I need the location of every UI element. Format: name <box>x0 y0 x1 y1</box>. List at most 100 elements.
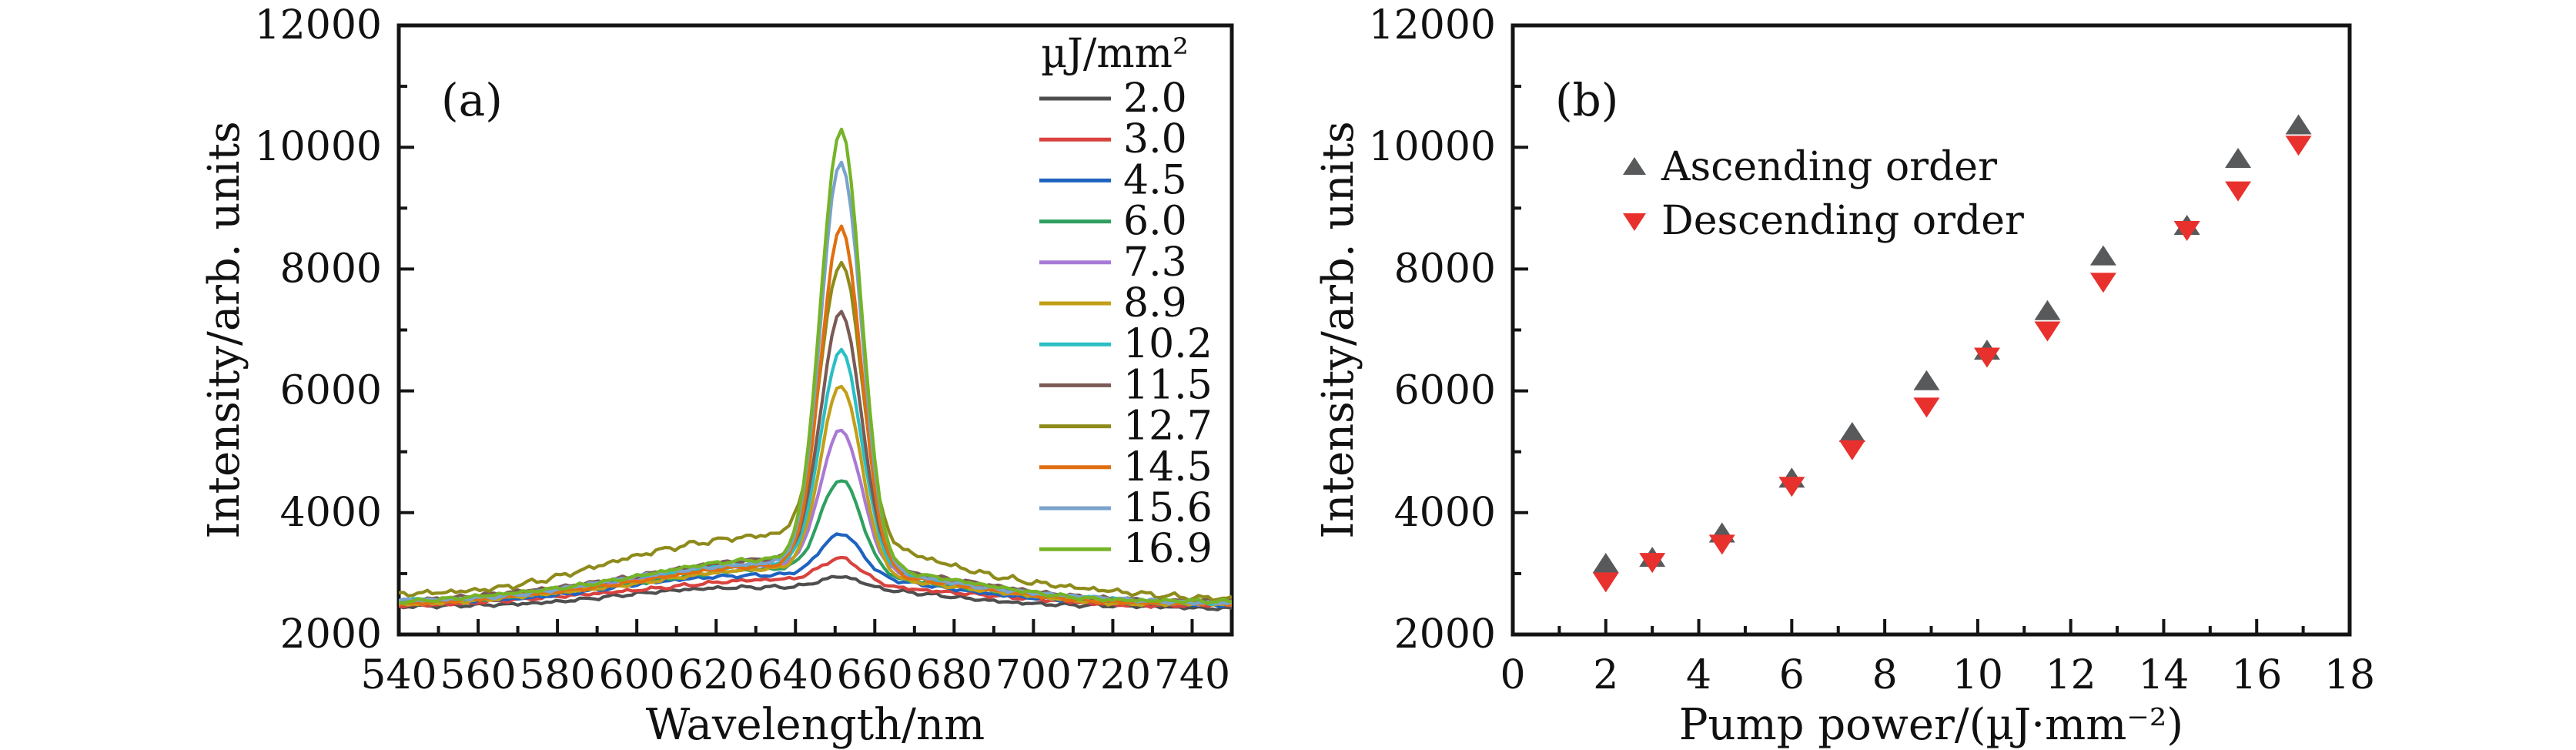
legend-a-value: 14.5 <box>1123 444 1213 491</box>
legend-a-value: 4.5 <box>1123 157 1187 203</box>
ylabel-b: Intensity/arb. units <box>1313 121 1363 538</box>
panel-letter-b: (b) <box>1555 74 1618 126</box>
x-tick-label-a-540: 540 <box>360 652 437 698</box>
legend-a-value: 7.3 <box>1123 239 1187 286</box>
x-tick-label-a-680: 680 <box>916 652 992 698</box>
point-desc-15.6 <box>2225 181 2252 202</box>
y-tick-label-a-2000: 2000 <box>280 611 382 658</box>
axes-frame-a <box>396 23 1234 637</box>
xlabel-a: Wavelength/nm <box>646 700 985 750</box>
legend-b-item-ascending: Ascending order <box>1623 144 1997 190</box>
point-asc-2 <box>1592 553 1619 574</box>
legend-a-item-4.5: 4.5 <box>1039 157 1187 203</box>
legend-a-item-14.5: 14.5 <box>1039 444 1213 491</box>
x-tick-label-a-620: 620 <box>678 652 754 698</box>
legend-a-value: 15.6 <box>1123 485 1213 531</box>
x-tick-label-a-640: 640 <box>758 652 834 698</box>
y-tick-label-b-10000: 10000 <box>1369 124 1496 170</box>
x-tick-label-b-0: 0 <box>1500 652 1525 698</box>
legend-a-value: 16.9 <box>1123 526 1213 572</box>
descending-points <box>1592 136 2312 593</box>
y-tick-label-b-8000: 8000 <box>1394 246 1496 292</box>
point-asc-16.9 <box>2285 114 2312 135</box>
legend-a-item-3.0: 3.0 <box>1039 116 1187 162</box>
point-desc-8.9 <box>1913 397 1940 418</box>
point-desc-3 <box>1639 553 1666 574</box>
triangle-down-icon <box>1623 213 1646 231</box>
legend-a-item-7.3: 7.3 <box>1039 239 1187 286</box>
x-tick-label-b-12: 12 <box>2046 652 2096 698</box>
legend-a-value: 2.0 <box>1123 75 1187 122</box>
legend-a-item-2.0: 2.0 <box>1039 75 1187 122</box>
triangle-up-icon <box>1623 157 1646 175</box>
legend-a-item-16.9: 16.9 <box>1039 526 1213 572</box>
x-tick-label-a-720: 720 <box>1075 652 1151 698</box>
point-desc-11.5 <box>2034 321 2061 342</box>
x-tick-label-a-700: 700 <box>995 652 1072 698</box>
legend-a-value: 12.7 <box>1123 403 1213 450</box>
spectra-curves <box>399 127 1232 611</box>
y-tick-label-b-2000: 2000 <box>1394 611 1496 658</box>
legend-a-value: 11.5 <box>1123 362 1213 408</box>
panel-letter-a: (a) <box>441 74 503 126</box>
x-tick-label-a-580: 580 <box>519 652 595 698</box>
x-tick-label-a-740: 740 <box>1154 652 1230 698</box>
y-tick-labels-b: 2000 4000 6000 8000 10000 12000 <box>1369 2 1496 658</box>
y-tick-label-b-6000: 6000 <box>1394 368 1496 414</box>
ylabel-a: Intensity/arb. units <box>199 121 249 538</box>
point-desc-7.3 <box>1838 440 1865 460</box>
legend-b-label-descending: Descending order <box>1661 198 2024 244</box>
point-desc-16.9 <box>2285 136 2312 156</box>
x-tick-labels-b: 0 2 4 6 8 10 12 14 16 18 <box>1500 652 2375 698</box>
point-asc-11.5 <box>2034 300 2061 320</box>
legend-a-item-10.2: 10.2 <box>1039 321 1213 367</box>
point-asc-12.7 <box>2089 245 2116 266</box>
y-tick-label-a-4000: 4000 <box>280 490 382 536</box>
point-desc-10.2 <box>1973 347 2000 368</box>
panel-b: 0 2 4 6 8 10 12 14 16 18 2000 4000 6000 8000 10000 1200… <box>1313 2 2375 750</box>
legend-b: Ascending order Descending order <box>1623 144 2024 244</box>
legend-a-value: 3.0 <box>1123 116 1187 162</box>
legend-a-item-8.9: 8.9 <box>1039 280 1187 326</box>
x-tick-label-b-4: 4 <box>1686 652 1711 698</box>
x-tick-label-b-18: 18 <box>2324 652 2375 698</box>
legend-a-value: 6.0 <box>1123 199 1187 245</box>
point-desc-2 <box>1592 572 1619 593</box>
spectrum-16.9 <box>399 127 1232 605</box>
axes-frame-b <box>1510 23 2352 637</box>
legend-a-item-15.6: 15.6 <box>1039 485 1213 531</box>
y-tick-label-a-8000: 8000 <box>280 246 382 292</box>
legend-a-item-6.0: 6.0 <box>1039 199 1187 245</box>
xlabel-b: Pump power/(µJ·mm⁻²) <box>1679 700 2183 750</box>
point-desc-12.7 <box>2089 273 2116 293</box>
x-tick-label-b-6: 6 <box>1779 652 1805 698</box>
point-asc-7.3 <box>1838 421 1865 442</box>
ticks-a <box>397 24 1194 636</box>
point-asc-8.9 <box>1913 370 1940 390</box>
legend-b-label-ascending: Ascending order <box>1661 144 1997 190</box>
legend-b-item-descending: Descending order <box>1623 198 2024 244</box>
x-tick-label-b-14: 14 <box>2138 652 2189 698</box>
x-tick-label-b-8: 8 <box>1872 652 1898 698</box>
legend-a-item-12.7: 12.7 <box>1039 403 1213 450</box>
point-desc-6 <box>1778 477 1805 497</box>
x-tick-label-a-660: 660 <box>837 652 913 698</box>
legend-a: µJ/mm²2.03.04.56.07.38.910.211.512.714.5… <box>1039 31 1213 572</box>
point-asc-15.6 <box>2225 148 2252 169</box>
legend-a-value: 8.9 <box>1123 280 1187 326</box>
y-tick-label-b-12000: 12000 <box>1369 2 1496 49</box>
point-desc-14.5 <box>2173 220 2200 241</box>
y-tick-label-a-10000: 10000 <box>255 124 382 170</box>
x-tick-label-a-560: 560 <box>440 652 516 698</box>
legend-a-item-11.5: 11.5 <box>1039 362 1213 408</box>
spectrum-3.0 <box>399 555 1232 609</box>
x-tick-labels-a: 540 560 580 600 620 640 660 680 700 720 740 <box>360 652 1230 698</box>
x-tick-label-b-10: 10 <box>1952 652 2003 698</box>
y-tick-label-a-12000: 12000 <box>255 2 382 49</box>
y-tick-labels-a: 2000 4000 6000 8000 10000 12000 <box>255 2 382 658</box>
legend-a-value: 10.2 <box>1123 321 1213 367</box>
y-tick-label-b-4000: 4000 <box>1394 490 1496 536</box>
